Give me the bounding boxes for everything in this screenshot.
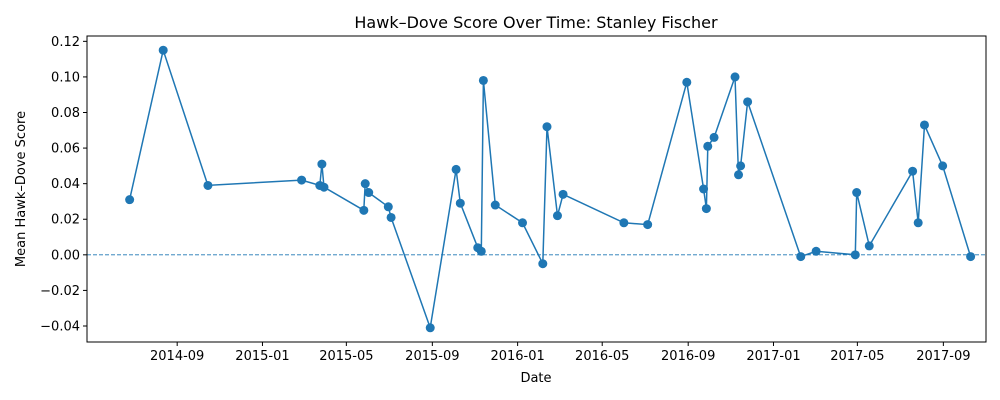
- data-point: [709, 132, 719, 142]
- data-point: [736, 161, 746, 171]
- data-point: [908, 166, 918, 176]
- x-tick-label: 2015-09: [405, 349, 459, 364]
- data-point: [125, 195, 135, 205]
- x-tick-label: 2016-09: [661, 349, 715, 364]
- data-point: [538, 259, 548, 269]
- y-tick-label: 0.00: [51, 248, 80, 263]
- data-point: [913, 218, 923, 228]
- data-point: [478, 75, 488, 85]
- series-line: [128, 47, 972, 329]
- data-point: [359, 205, 369, 215]
- x-tick-label: 2015-01: [235, 349, 289, 364]
- plot-frame: [86, 35, 987, 343]
- data-point: [455, 198, 465, 208]
- data-point: [730, 72, 740, 82]
- data-point: [796, 252, 806, 262]
- data-point: [552, 211, 562, 221]
- data-point: [643, 220, 653, 230]
- x-tick-label: 2016-05: [575, 349, 629, 364]
- data-point: [518, 218, 528, 228]
- data-point: [386, 212, 396, 222]
- data-point: [743, 97, 753, 107]
- chart-title: Hawk–Dove Score Over Time: Stanley Fisch…: [354, 13, 718, 32]
- y-tick-label: 0.06: [51, 142, 80, 157]
- y-tick-label: 0.02: [51, 213, 80, 228]
- data-point: [297, 175, 307, 185]
- y-tick-label: −0.04: [40, 319, 80, 334]
- data-point: [919, 120, 929, 130]
- x-tick-label: 2017-05: [830, 349, 884, 364]
- data-point: [317, 159, 327, 169]
- data-point: [938, 161, 948, 171]
- data-point: [558, 189, 568, 199]
- data-point: [476, 246, 486, 256]
- data-point: [364, 188, 374, 198]
- y-tick-label: 0.04: [51, 177, 80, 192]
- x-tick-label: 2017-01: [746, 349, 800, 364]
- data-point: [360, 179, 370, 189]
- x-tick-label: 2015-05: [319, 349, 373, 364]
- x-tick-label: 2016-01: [490, 349, 544, 364]
- data-point: [701, 204, 711, 214]
- data-point: [734, 170, 744, 180]
- data-point: [864, 241, 874, 251]
- data-point: [319, 182, 329, 192]
- data-point: [542, 122, 552, 132]
- data-point: [425, 323, 435, 333]
- y-tick-label: 0.08: [51, 106, 80, 121]
- data-point: [619, 218, 629, 228]
- data-point: [451, 164, 461, 174]
- data-point: [203, 180, 213, 190]
- data-point: [490, 200, 500, 210]
- data-point: [703, 141, 713, 151]
- data-point: [850, 250, 860, 260]
- data-point: [699, 184, 709, 194]
- x-axis-title: Date: [520, 371, 551, 386]
- y-tick-label: 0.10: [51, 70, 80, 85]
- data-point: [158, 45, 168, 55]
- data-point: [682, 77, 692, 87]
- y-axis-title: Mean Hawk–Dove Score: [14, 111, 29, 267]
- x-tick-label: 2014-09: [150, 349, 204, 364]
- x-tick-label: 2017-09: [916, 349, 970, 364]
- data-point: [811, 246, 821, 256]
- data-point: [383, 202, 393, 212]
- data-point: [852, 188, 862, 198]
- y-tick-label: 0.12: [51, 35, 80, 50]
- data-point: [966, 252, 976, 262]
- y-tick-label: −0.02: [40, 284, 80, 299]
